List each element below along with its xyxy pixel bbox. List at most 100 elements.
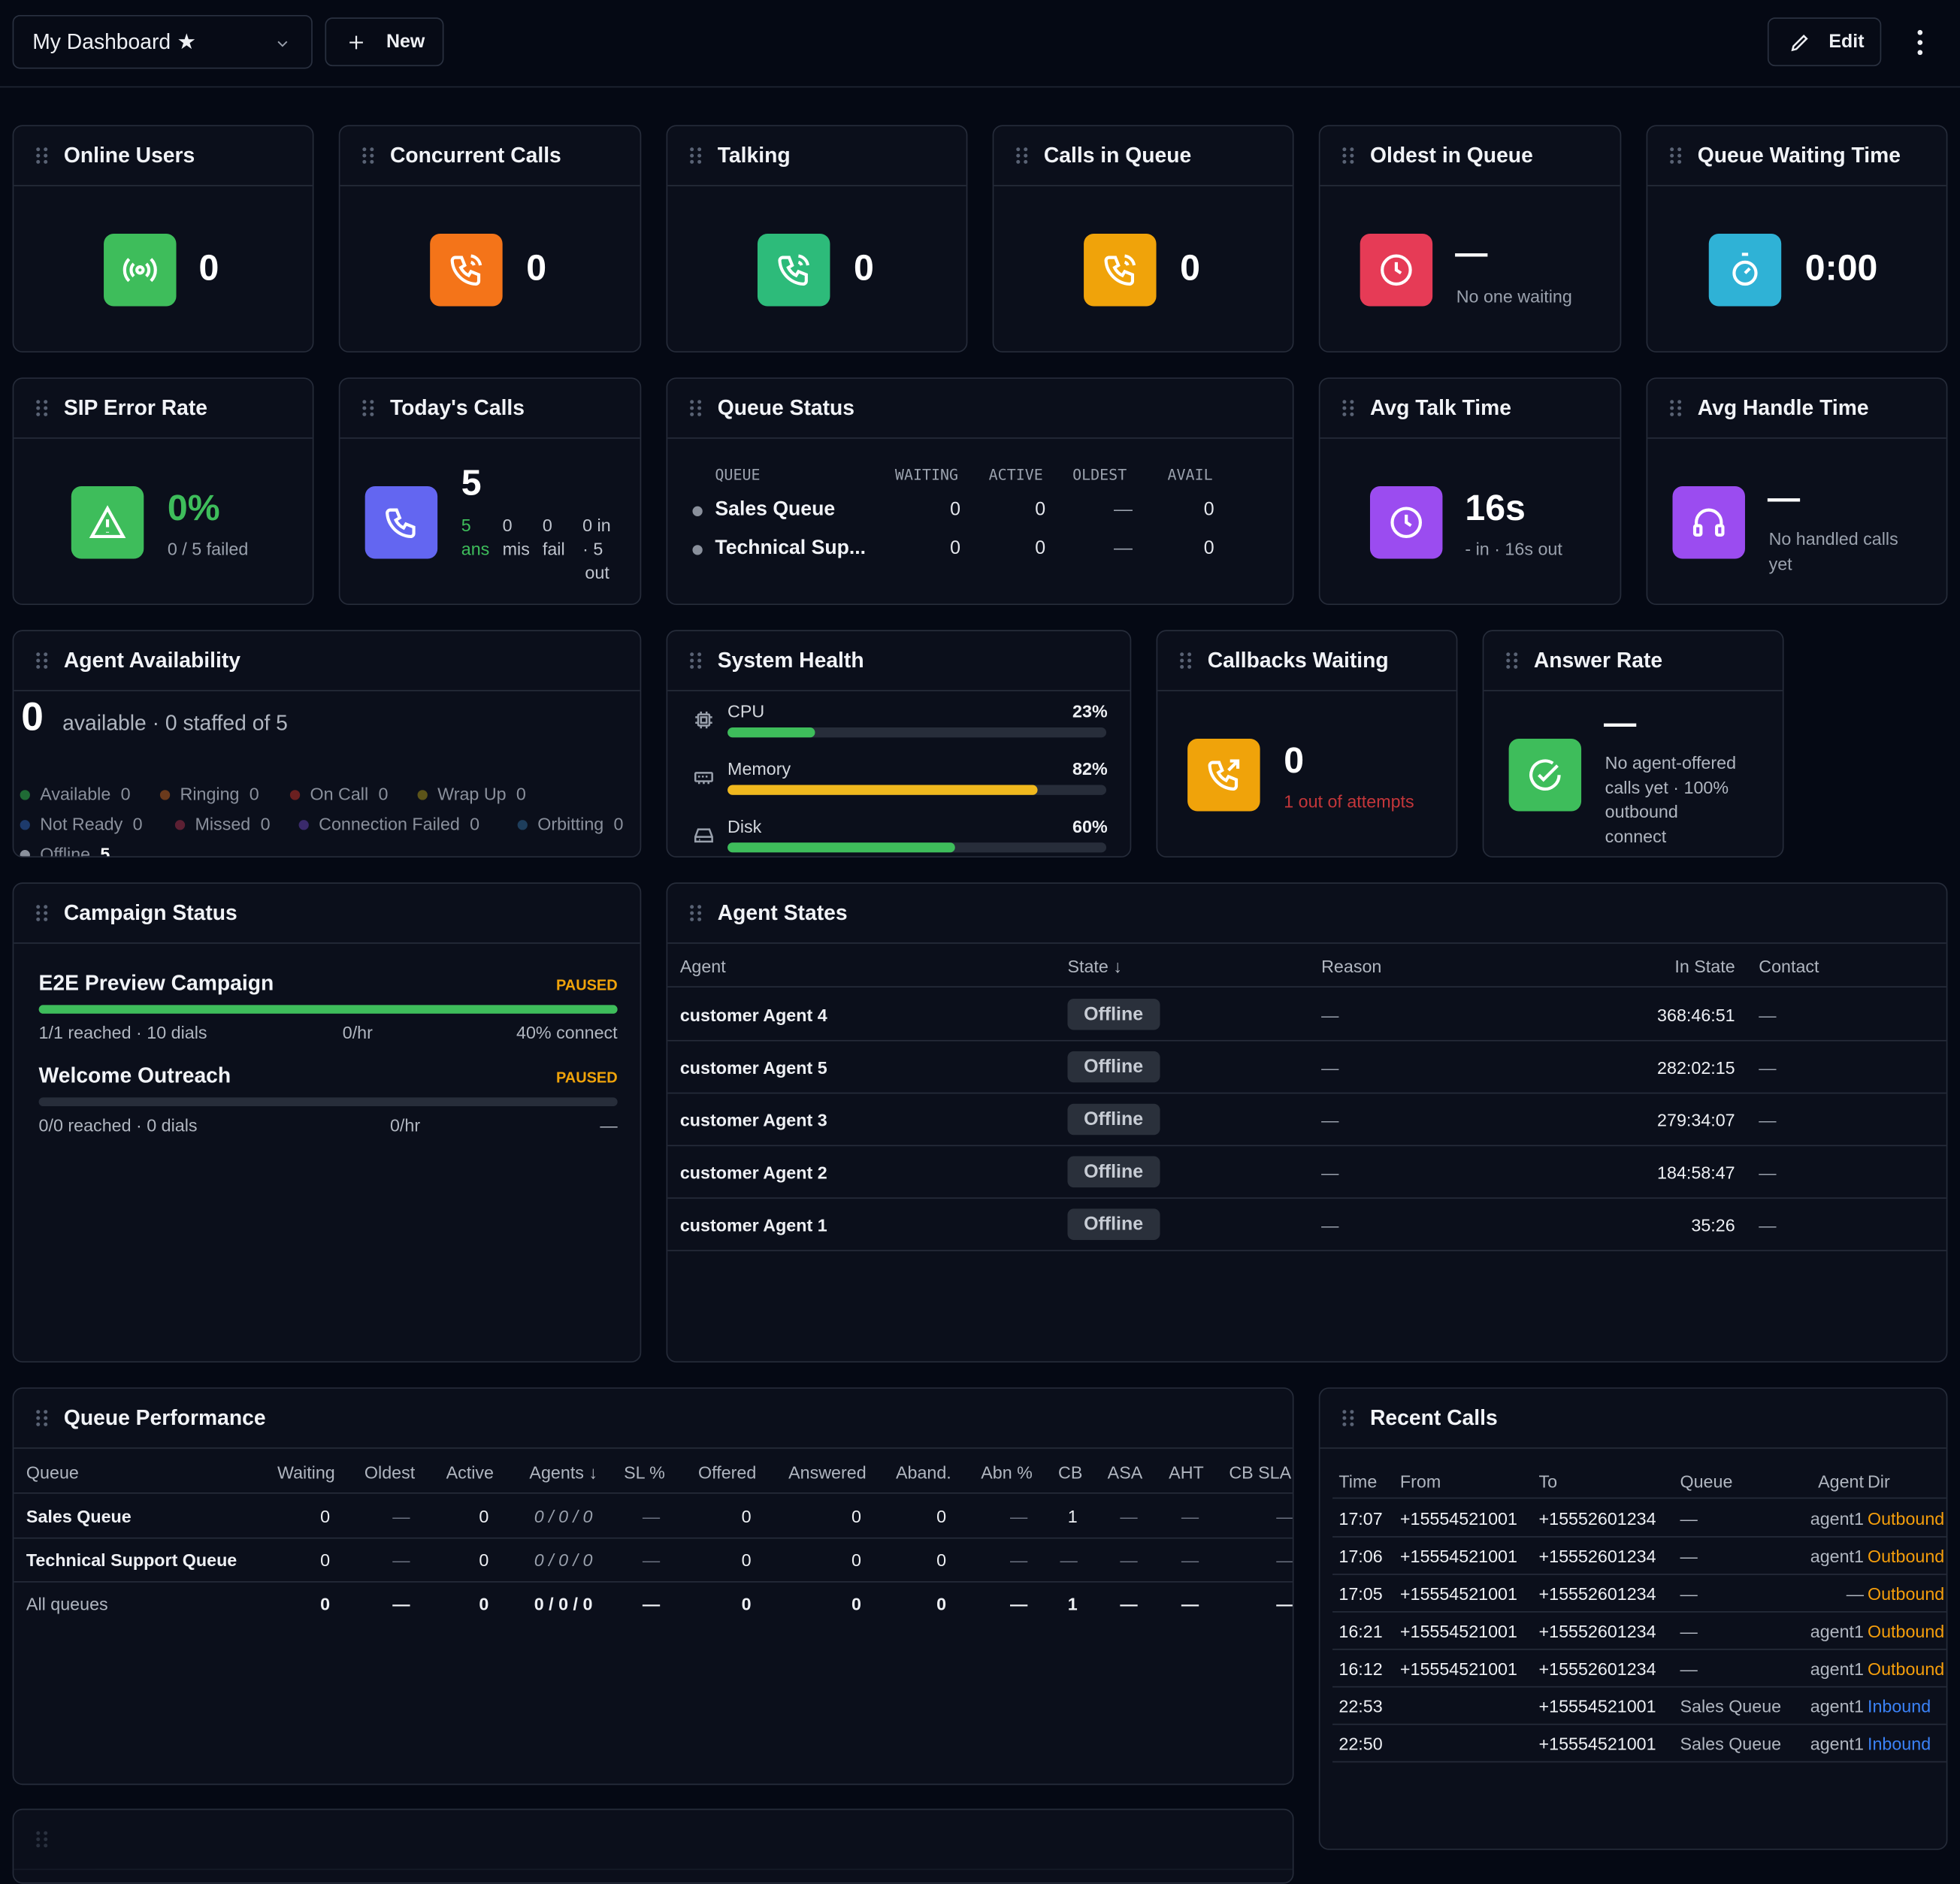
drag-handle-icon[interactable] (1506, 652, 1519, 670)
column-header[interactable]: Abn % (981, 1462, 1033, 1483)
table-row[interactable]: 17:07 +15554521001 +15552601234 — agent1 Outb… (1332, 1500, 1946, 1538)
drag-handle-icon[interactable] (690, 399, 703, 417)
stat-value: — (1767, 479, 1801, 516)
column-header[interactable]: From (1399, 1471, 1441, 1492)
cell-text: customer Agent 1 (679, 1214, 827, 1235)
health-item: CPU 23% (667, 701, 1130, 751)
cell-text: 16:21 (1338, 1621, 1383, 1641)
column-header[interactable]: To (1538, 1471, 1558, 1492)
phone-call-icon (430, 234, 503, 307)
column-header[interactable]: Active (446, 1462, 495, 1483)
campaign-status-card: Campaign Status E2E Preview Campaign PAUS… (12, 882, 642, 1362)
column-header: Reason (1321, 956, 1382, 977)
cell-text: connect (1605, 825, 1667, 846)
column-header[interactable]: CB (1058, 1462, 1083, 1483)
drag-handle-icon[interactable] (362, 399, 375, 417)
table-row[interactable]: Sales Queue 0 — 0 0 / 0 / 0 — 0 0 0 — 1 — — — (14, 1495, 1293, 1539)
more-options-icon[interactable] (1913, 29, 1928, 56)
cell-text: 0 (260, 813, 271, 834)
cell-text: 0 (741, 1506, 752, 1526)
column-header[interactable]: AHT (1169, 1462, 1204, 1483)
cell-text: — (1181, 1550, 1199, 1571)
cell-text: +15554521001 (1399, 1546, 1517, 1567)
drag-handle-icon[interactable] (36, 399, 49, 417)
table-row[interactable]: 16:12 +15554521001 +15552601234 — agent1 Outb… (1332, 1650, 1946, 1688)
column-header[interactable]: ASA (1107, 1462, 1143, 1483)
table-row[interactable]: 22:50 +15554521001 Sales Queue agent1 Inboun… (1332, 1725, 1946, 1763)
table-row[interactable]: customer Agent 3 Offline — 279:34:07 — (667, 1093, 1946, 1147)
column-header[interactable]: Queue (26, 1462, 79, 1483)
table-row[interactable]: 16:21 +15554521001 +15552601234 — agent1 Outb… (1332, 1613, 1946, 1650)
table-row[interactable]: customer Agent 1 Offline — 35:26 — (667, 1199, 1946, 1251)
status-badge: PAUSED (555, 976, 618, 994)
drag-handle-icon[interactable] (1016, 147, 1029, 165)
cell-text: Offline (40, 843, 91, 858)
column-header[interactable]: Agents ↓ (529, 1462, 598, 1483)
table-row[interactable]: 22:53 +15554521001 Sales Queue agent1 Inboun… (1332, 1687, 1946, 1725)
card-title: Calls in Queue (1043, 143, 1192, 168)
table-row[interactable]: customer Agent 5 Offline — 282:02:15 — (667, 1042, 1946, 1094)
drag-handle-icon[interactable] (1670, 399, 1683, 417)
cell-text: — (1009, 1550, 1028, 1571)
column-header[interactable]: CB SLA (1229, 1462, 1292, 1483)
column-header[interactable]: Agent (1818, 1471, 1864, 1492)
card-title: SIP Error Rate (63, 395, 208, 420)
column-header[interactable]: Dir (1867, 1471, 1890, 1492)
table-row[interactable]: Sales Queue 0 0 — 0 (667, 499, 1293, 527)
stat-subtext: No agent-offered calls yet · 100% outbound… (1605, 751, 1736, 849)
totals-row[interactable]: All queues 0 — 0 0 / 0 / 0 — 0 0 0 — 1 — — — (14, 1583, 1293, 1626)
cell-text: Available (40, 783, 111, 804)
campaign-item[interactable]: Welcome Outreach PAUSED 0/0 reached · 0 di… (38, 1063, 618, 1151)
table-row[interactable]: 17:05 +15554521001 +15552601234— — Outbound (1332, 1575, 1946, 1613)
table-row[interactable]: customer Agent 4 Offline — 368:46:51 — (667, 989, 1946, 1042)
column-header[interactable]: Oldest (364, 1462, 416, 1483)
cell-text: 17:07 (1338, 1508, 1383, 1529)
drag-handle-icon[interactable] (36, 652, 49, 670)
drag-handle-icon[interactable] (690, 904, 703, 922)
cell-text: +15554521001 (1399, 1621, 1517, 1641)
column-header[interactable]: Waiting (277, 1462, 335, 1483)
drag-handle-icon[interactable] (36, 904, 49, 922)
column-header[interactable]: Offered (698, 1462, 757, 1483)
cell-text: 0 (249, 783, 259, 804)
campaign-item[interactable]: E2E Preview Campaign PAUSED 1/1 reached · … (38, 971, 618, 1058)
table-row[interactable]: Technical Support Queue 0 — 0 0 / 0 / 0 — 0 0 0 —… (14, 1539, 1293, 1583)
drag-handle-icon[interactable] (1180, 652, 1193, 670)
cell-text: Technical Support Queue (26, 1550, 237, 1571)
column-header[interactable]: Queue (1680, 1471, 1733, 1492)
drag-handle-icon[interactable] (690, 652, 703, 670)
drag-handle-icon[interactable] (1342, 1409, 1355, 1427)
card-title: Queue Performance (63, 1405, 266, 1429)
edit-button[interactable]: Edit (1767, 17, 1882, 67)
cell-text: +15552601234 (1538, 1583, 1656, 1604)
drag-handle-icon[interactable] (1342, 147, 1355, 165)
column-header[interactable]: Answered (788, 1462, 867, 1483)
dashboard-selector[interactable]: My Dashboard ★ (12, 14, 313, 69)
drag-handle-icon[interactable] (36, 147, 49, 165)
cell-text: — (1759, 1057, 1777, 1078)
new-button[interactable]: New (325, 17, 444, 67)
missed-stat: 0 mis (503, 514, 543, 585)
cell-text: Disk (727, 816, 762, 836)
top-bar: My Dashboard ★ New Edit (0, 0, 1960, 88)
drag-handle-icon[interactable] (362, 147, 375, 165)
cell-text: 0 (320, 1506, 331, 1526)
cell-text: agent1 (1810, 1696, 1864, 1716)
drag-handle-icon[interactable] (690, 147, 703, 165)
drag-handle-icon[interactable] (1670, 147, 1683, 165)
cell-text: Missed (195, 813, 251, 834)
avg-handle-time-card: Avg Handle Time — No handled calls yet (1646, 377, 1948, 606)
column-header[interactable]: Aband. (895, 1462, 951, 1483)
drag-handle-icon[interactable] (1342, 399, 1355, 417)
table-row[interactable]: Technical Sup... 0 0 — 0 (667, 537, 1293, 565)
column-header[interactable]: Time (1338, 1471, 1378, 1492)
column-header[interactable]: State ↓ (1067, 956, 1122, 977)
column-header[interactable]: SL % (624, 1462, 665, 1483)
table-row[interactable]: customer Agent 2 Offline — 184:58:47 — (667, 1146, 1946, 1199)
table-row[interactable]: 17:06 +15554521001 +15552601234 — agent1 Outb… (1332, 1538, 1946, 1575)
cell-text: Not Ready (40, 813, 123, 834)
drag-handle-icon[interactable] (36, 1409, 49, 1427)
cell-text: agent1 (1810, 1621, 1864, 1641)
card-title: Online Users (63, 143, 195, 168)
queue-waiting-time-card: Queue Waiting Time 0:00 (1646, 125, 1948, 353)
